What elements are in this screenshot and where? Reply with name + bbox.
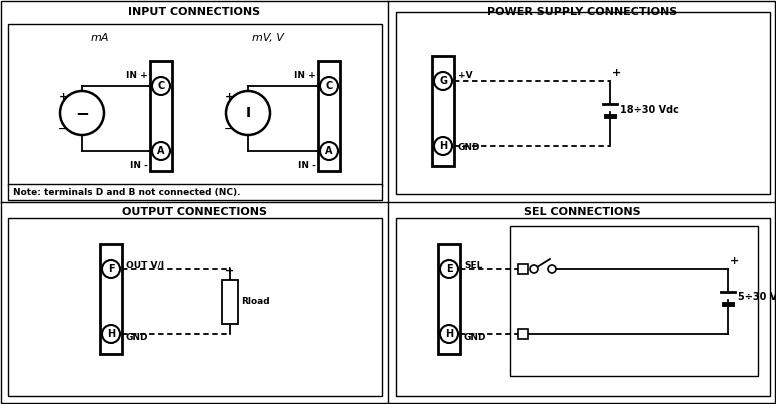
- Bar: [150, 61, 172, 171]
- Bar: [8, 24, 382, 186]
- Text: Note: terminals D and B not connected (NC).: Note: terminals D and B not connected (N…: [13, 187, 241, 196]
- Circle shape: [440, 325, 458, 343]
- Text: mA: mA: [91, 33, 109, 43]
- Circle shape: [440, 260, 458, 278]
- Bar: [222, 280, 238, 324]
- Circle shape: [320, 77, 338, 95]
- Text: GND: GND: [464, 333, 487, 343]
- Bar: [100, 244, 122, 354]
- Text: C: C: [158, 81, 165, 91]
- Text: E: E: [445, 264, 452, 274]
- Bar: [396, 12, 770, 194]
- Text: +: +: [612, 68, 622, 78]
- Text: GND: GND: [458, 143, 480, 152]
- Text: +: +: [225, 267, 234, 276]
- Text: IN -: IN -: [130, 161, 148, 170]
- Bar: [396, 218, 770, 396]
- Bar: [432, 56, 454, 166]
- Text: 5÷30 Vdc: 5÷30 Vdc: [738, 292, 776, 303]
- Text: A: A: [158, 146, 165, 156]
- Text: H: H: [107, 329, 115, 339]
- Text: IN +: IN +: [294, 71, 316, 80]
- Text: A: A: [325, 146, 333, 156]
- Text: OUTPUT CONNECTIONS: OUTPUT CONNECTIONS: [122, 207, 266, 217]
- Circle shape: [152, 77, 170, 95]
- Circle shape: [226, 91, 270, 135]
- Text: IN -: IN -: [298, 161, 316, 170]
- Circle shape: [434, 137, 452, 155]
- Circle shape: [152, 142, 170, 160]
- Text: I: I: [245, 106, 251, 120]
- Text: SEL CONNECTIONS: SEL CONNECTIONS: [524, 207, 640, 217]
- Text: +: +: [224, 92, 234, 102]
- Text: −: −: [58, 124, 68, 134]
- Circle shape: [102, 260, 120, 278]
- Circle shape: [102, 325, 120, 343]
- Text: Rload: Rload: [241, 297, 269, 306]
- Text: +V: +V: [458, 71, 473, 80]
- Text: +: +: [730, 256, 740, 266]
- Text: POWER SUPPLY CONNECTIONS: POWER SUPPLY CONNECTIONS: [487, 7, 677, 17]
- Text: OUT V/I: OUT V/I: [126, 261, 165, 269]
- Text: SEL: SEL: [464, 261, 483, 269]
- Bar: [518, 329, 528, 339]
- Text: mV, V: mV, V: [252, 33, 284, 43]
- Text: H: H: [445, 329, 453, 339]
- Text: H: H: [439, 141, 447, 151]
- Text: 18÷30 Vdc: 18÷30 Vdc: [620, 105, 679, 115]
- Text: GND: GND: [126, 333, 148, 343]
- Text: −: −: [75, 104, 89, 122]
- Text: +: +: [58, 92, 68, 102]
- Bar: [518, 264, 528, 274]
- Text: INPUT CONNECTIONS: INPUT CONNECTIONS: [128, 7, 260, 17]
- Circle shape: [60, 91, 104, 135]
- Circle shape: [320, 142, 338, 160]
- Bar: [318, 61, 340, 171]
- Bar: [8, 218, 382, 396]
- Text: −: −: [224, 124, 234, 134]
- Text: F: F: [108, 264, 114, 274]
- Text: C: C: [325, 81, 333, 91]
- Text: G: G: [439, 76, 447, 86]
- Text: IN +: IN +: [126, 71, 148, 80]
- Bar: [510, 226, 758, 376]
- Circle shape: [548, 265, 556, 273]
- Bar: [438, 244, 460, 354]
- Circle shape: [530, 265, 538, 273]
- Circle shape: [434, 72, 452, 90]
- Bar: [8, 184, 382, 200]
